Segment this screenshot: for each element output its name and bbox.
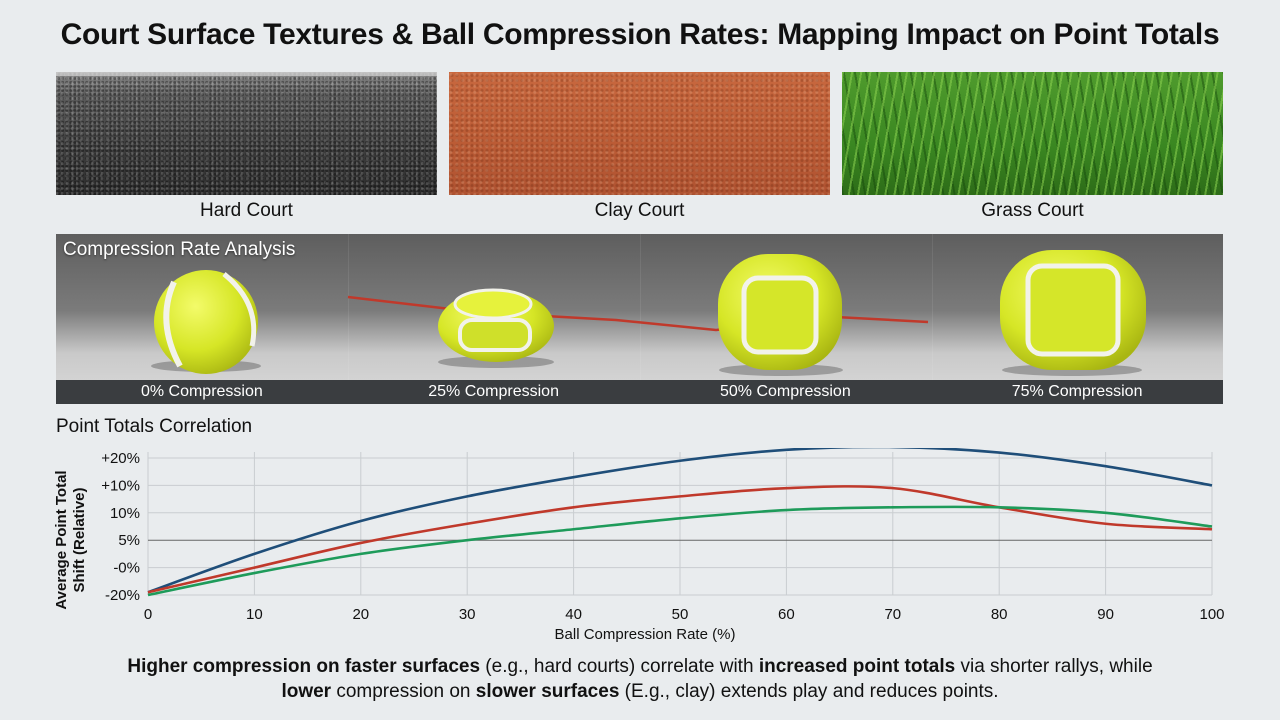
ball-50-compression xyxy=(718,254,842,370)
grass-court-image xyxy=(842,72,1223,195)
caption-text: compression on xyxy=(331,681,476,702)
point-totals-chart: -20% -0% 5% 10% +10% +20% 0 10 20 30 40 50 60 70 80 90… xyxy=(53,448,1225,643)
y-tick-label: -0% xyxy=(113,560,140,577)
page-title: Court Surface Textures & Ball Compressio… xyxy=(60,18,1220,51)
grass-court-label: Grass Court xyxy=(981,200,1084,221)
compression-label: 0% Compression xyxy=(140,383,263,400)
chart-grid xyxy=(147,452,1213,596)
x-tick-label: 40 xyxy=(565,606,582,623)
x-tick-label: 20 xyxy=(352,606,369,623)
compression-label: 25% Compression xyxy=(428,383,559,400)
compression-illustration xyxy=(151,250,1146,376)
series-line-1 xyxy=(147,448,1213,594)
clay-court-label: Clay Court xyxy=(594,200,685,221)
x-tick-label: 80 xyxy=(991,606,1008,623)
compression-label: 75% Compression xyxy=(1011,383,1143,400)
x-tick-label: 70 xyxy=(884,606,901,623)
panel-divider xyxy=(348,234,349,380)
series-line-2 xyxy=(147,485,1213,594)
compression-label-bar: 0% Compression 25% Compression 50% Compr… xyxy=(56,380,1223,404)
y-tick-label: +20% xyxy=(101,450,140,467)
x-axis-tick-labels: 0 10 20 30 40 50 60 70 80 90 100 xyxy=(144,606,1225,623)
chart-series xyxy=(147,448,1213,597)
clay-court-image xyxy=(449,72,830,195)
x-tick-label: 30 xyxy=(459,606,476,623)
x-tick-label: 10 xyxy=(246,606,263,623)
caption-emphasis: slower surfaces xyxy=(475,681,620,702)
chart-section-title: Point Totals Correlation xyxy=(56,416,253,437)
caption-text: (e.g., hard courts) correlate with xyxy=(480,656,759,677)
caption-line-1: Higher compression on faster surfaces (e… xyxy=(0,654,1280,679)
caption-emphasis: increased point totals xyxy=(758,656,956,677)
compression-panel: Compression Rate Analysis 0% Compression… xyxy=(56,234,1223,404)
ball-0-compression xyxy=(154,270,258,374)
caption-line-2: lower compression on slower surfaces (E.… xyxy=(0,679,1280,704)
caption-text: (E.g., clay) extends play and reduces po… xyxy=(619,681,999,702)
caption-text: via shorter rallys, while xyxy=(955,656,1153,677)
panel-divider xyxy=(932,234,933,380)
y-axis-label: Average Point TotalShift (Relative) xyxy=(53,470,88,609)
x-tick-label: 100 xyxy=(1199,606,1224,623)
hard-court-image xyxy=(56,72,437,195)
compression-label: 50% Compression xyxy=(720,383,851,400)
y-tick-label: -20% xyxy=(105,587,140,604)
caption: Higher compression on faster surfaces (e… xyxy=(0,654,1280,704)
ball-25-compression xyxy=(438,288,554,362)
caption-emphasis: Higher compression on faster surfaces xyxy=(127,656,481,677)
x-tick-label: 50 xyxy=(672,606,689,623)
y-axis-tick-labels: -20% -0% 5% 10% +10% +20% xyxy=(101,450,140,604)
caption-emphasis: lower xyxy=(281,681,332,702)
series-line-3 xyxy=(147,505,1213,597)
x-tick-label: 90 xyxy=(1097,606,1114,623)
y-tick-label: 10% xyxy=(110,505,140,522)
y-tick-label: +10% xyxy=(101,477,140,494)
panel-divider xyxy=(640,234,641,380)
x-tick-label: 0 xyxy=(144,606,152,623)
compression-panel-title: Compression Rate Analysis xyxy=(63,239,296,260)
x-axis-label: Ball Compression Rate (%) xyxy=(555,626,736,643)
x-tick-label: 60 xyxy=(778,606,795,623)
hard-court-label: Hard Court xyxy=(200,200,293,221)
y-tick-label: 5% xyxy=(118,532,140,549)
ball-75-compression xyxy=(1000,250,1146,370)
